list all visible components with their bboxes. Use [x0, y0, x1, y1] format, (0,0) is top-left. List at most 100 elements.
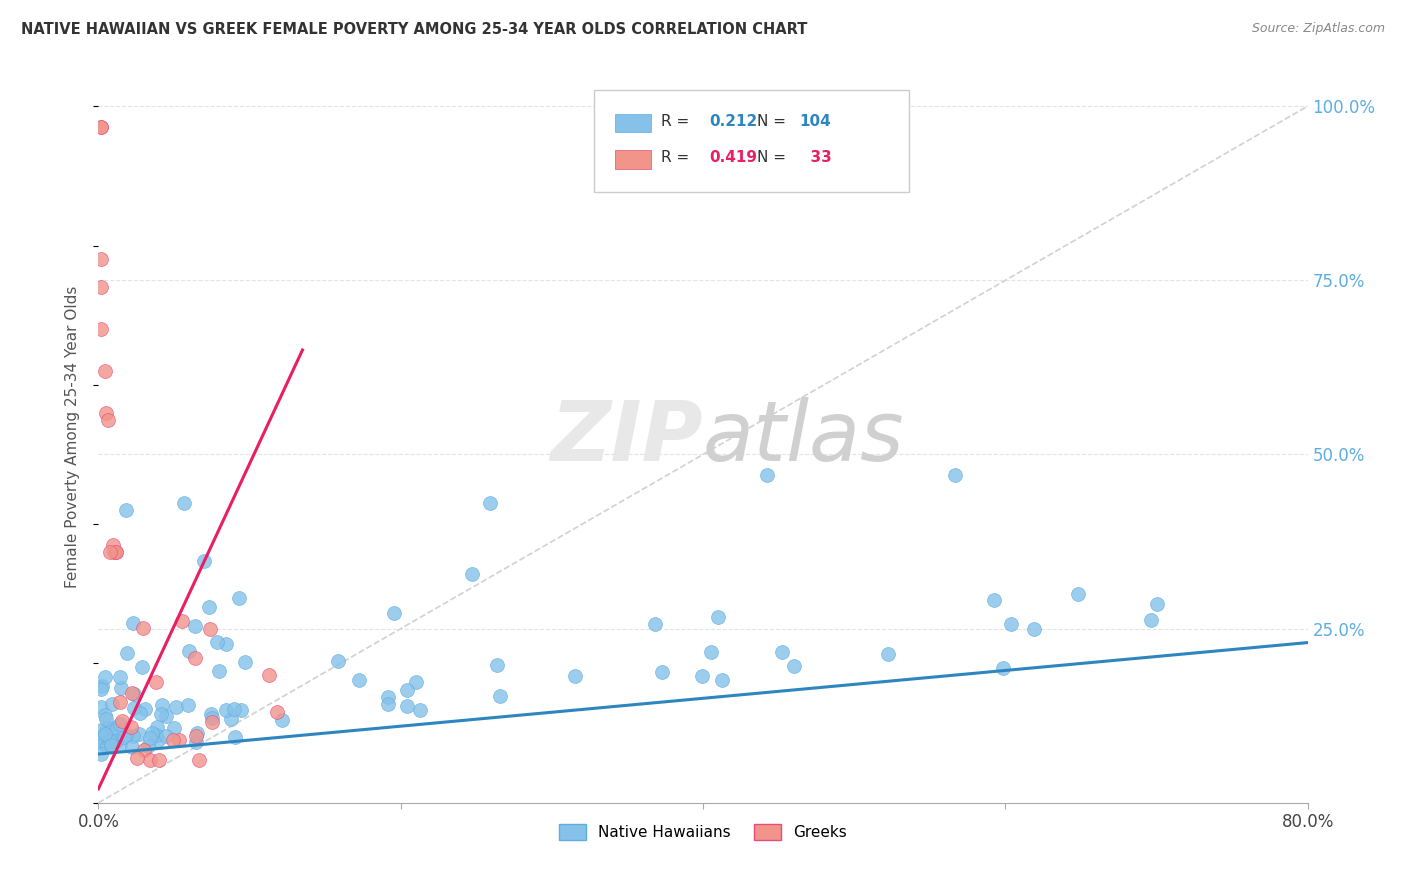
Greeks: [90, 252, 112, 267]
Native Hawaiians: [91, 679, 114, 693]
Native Hawaiians: [114, 728, 136, 742]
Bar: [614, 151, 651, 169]
Native Hawaiians: [163, 721, 186, 735]
Native Hawaiians: [755, 468, 778, 483]
Native Hawaiians: [347, 673, 370, 687]
Greeks: [148, 753, 170, 767]
Text: N =: N =: [758, 150, 792, 165]
Native Hawaiians: [186, 735, 208, 749]
Greeks: [90, 120, 112, 134]
Native Hawaiians: [173, 496, 195, 510]
Text: 33: 33: [800, 150, 831, 165]
Native Hawaiians: [991, 660, 1014, 674]
Native Hawaiians: [114, 503, 136, 517]
Native Hawaiians: [98, 733, 121, 747]
Native Hawaiians: [122, 616, 145, 631]
Native Hawaiians: [108, 738, 131, 752]
Native Hawaiians: [105, 734, 128, 748]
Greeks: [98, 545, 121, 559]
Text: R =: R =: [661, 150, 693, 165]
Greeks: [172, 614, 194, 628]
Greeks: [188, 753, 211, 767]
Native Hawaiians: [90, 723, 112, 737]
Native Hawaiians: [179, 644, 201, 658]
Native Hawaiians: [121, 740, 143, 755]
Native Hawaiians: [710, 673, 733, 687]
Native Hawaiians: [149, 706, 172, 721]
Greeks: [266, 705, 288, 719]
Greeks: [97, 412, 120, 426]
Native Hawaiians: [134, 702, 156, 716]
Native Hawaiians: [409, 703, 432, 717]
Native Hawaiians: [90, 747, 112, 761]
Native Hawaiians: [219, 712, 242, 726]
Native Hawaiians: [231, 703, 253, 717]
Native Hawaiians: [90, 681, 112, 696]
Native Hawaiians: [165, 699, 187, 714]
Native Hawaiians: [326, 654, 349, 668]
Native Hawaiians: [1146, 597, 1168, 611]
Native Hawaiians: [271, 713, 294, 727]
Native Hawaiians: [101, 698, 124, 712]
Native Hawaiians: [177, 698, 200, 713]
Native Hawaiians: [770, 645, 793, 659]
Native Hawaiians: [94, 670, 117, 684]
Greeks: [132, 621, 155, 635]
Native Hawaiians: [136, 739, 159, 753]
Greeks: [90, 322, 112, 336]
Native Hawaiians: [96, 721, 118, 735]
Native Hawaiians: [96, 739, 118, 753]
Greeks: [167, 733, 190, 747]
Native Hawaiians: [184, 619, 207, 633]
Native Hawaiians: [489, 690, 512, 704]
Native Hawaiians: [129, 706, 152, 720]
Native Hawaiians: [100, 727, 122, 741]
Native Hawaiians: [94, 707, 117, 722]
Greeks: [121, 686, 143, 700]
Greeks: [184, 729, 207, 743]
Native Hawaiians: [201, 711, 224, 725]
Native Hawaiians: [478, 496, 501, 510]
Greeks: [104, 545, 127, 559]
Greeks: [183, 651, 205, 665]
Native Hawaiians: [644, 616, 666, 631]
Native Hawaiians: [208, 664, 231, 678]
Native Hawaiians: [943, 468, 966, 483]
Text: 104: 104: [800, 113, 831, 128]
Greeks: [103, 545, 125, 559]
Greeks: [103, 538, 125, 552]
Native Hawaiians: [396, 683, 419, 698]
Greeks: [121, 720, 143, 734]
Greeks: [162, 732, 184, 747]
Native Hawaiians: [222, 702, 245, 716]
Greeks: [93, 364, 115, 378]
Text: 0.419: 0.419: [709, 150, 756, 165]
Native Hawaiians: [486, 658, 509, 673]
Native Hawaiians: [564, 669, 586, 683]
Y-axis label: Female Poverty Among 25-34 Year Olds: Female Poverty Among 25-34 Year Olds: [65, 286, 80, 588]
Greeks: [110, 695, 132, 709]
Native Hawaiians: [405, 675, 427, 690]
Native Hawaiians: [128, 726, 150, 740]
Greeks: [139, 753, 162, 767]
Native Hawaiians: [382, 607, 405, 621]
Greeks: [145, 675, 167, 690]
Native Hawaiians: [91, 737, 114, 751]
Native Hawaiians: [1000, 616, 1022, 631]
Native Hawaiians: [145, 720, 167, 734]
Native Hawaiians: [1067, 587, 1090, 601]
Native Hawaiians: [141, 726, 163, 740]
Greeks: [104, 545, 127, 559]
Greeks: [257, 667, 280, 681]
Text: atlas: atlas: [703, 397, 904, 477]
Native Hawaiians: [1022, 622, 1045, 636]
Native Hawaiians: [235, 655, 257, 669]
Native Hawaiians: [150, 698, 173, 713]
Native Hawaiians: [139, 731, 162, 745]
Native Hawaiians: [100, 738, 122, 752]
Greeks: [90, 280, 112, 294]
Native Hawaiians: [707, 610, 730, 624]
Text: ZIP: ZIP: [550, 397, 703, 477]
Native Hawaiians: [108, 716, 131, 731]
Native Hawaiians: [783, 658, 806, 673]
